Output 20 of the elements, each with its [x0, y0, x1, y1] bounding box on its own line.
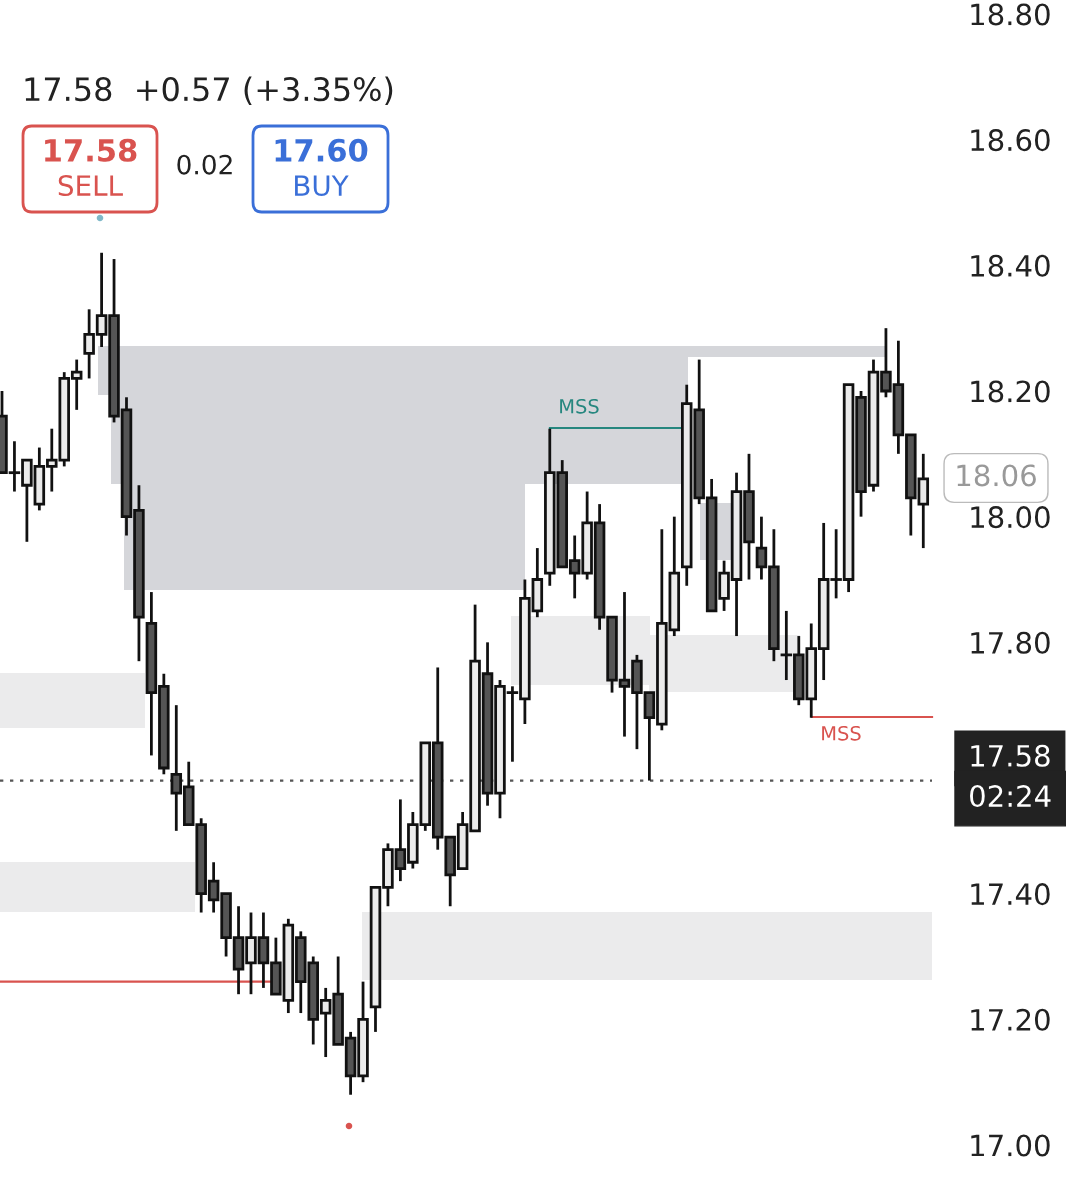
y-tick-label: 17.40	[971, 883, 1050, 906]
annotation: 17.60	[275, 138, 368, 162]
text: 18.06	[957, 464, 1036, 487]
y-tick-label: 18.20	[971, 380, 1050, 403]
annotation: SELL	[58, 175, 123, 197]
y-tick-label: 17.80	[971, 631, 1050, 654]
y-tick-label: 18.80	[971, 3, 1050, 26]
annotation: 0.02	[177, 154, 232, 175]
annotation: MSS	[822, 725, 861, 741]
annotation: 17.58	[45, 138, 137, 162]
y-tick-label: 17.20	[971, 1008, 1050, 1031]
y-tick-label: 18.60	[971, 129, 1050, 152]
y-tick-label: 18.00	[971, 506, 1050, 529]
y-tick-label: 17.00	[971, 1134, 1050, 1157]
annotation: 17.58 +0.57 (+3.35%)	[25, 76, 393, 106]
text: 02:24	[970, 785, 1051, 808]
annotation: BUY	[295, 175, 349, 197]
y-tick-label: 18.40	[971, 254, 1050, 277]
annotation: MSS	[560, 398, 599, 414]
ref-line-label: 17.58	[971, 744, 1050, 767]
